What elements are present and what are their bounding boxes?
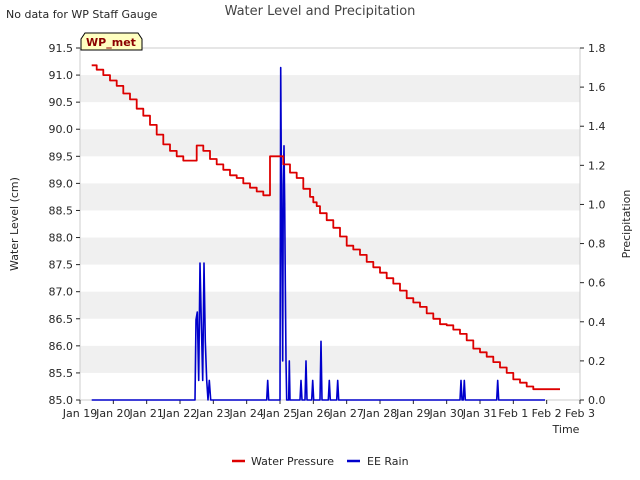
water-line: [91, 64, 560, 391]
left-tick-label: 89.5: [49, 150, 74, 163]
x-tick-label: Jan 20: [95, 407, 130, 420]
left-tick-label: 86.5: [49, 313, 74, 326]
legend-water-label: Water Pressure: [251, 455, 334, 468]
no-data-note: No data for WP Staff Gauge: [6, 8, 158, 21]
station-label-text: WP_met: [86, 36, 136, 49]
x-tick-label: Jan 28: [362, 407, 397, 420]
right-tick-label: 1.4: [588, 120, 606, 133]
grid-band: [80, 237, 580, 265]
left-tick-label: 88.5: [49, 204, 74, 217]
right-tick-label: 1.2: [588, 159, 606, 172]
right-tick-label: 1.6: [588, 81, 606, 94]
left-tick-label: 86.0: [49, 340, 74, 353]
x-tick-label: Feb 2: [532, 407, 562, 420]
right-tick-label: 0.4: [588, 316, 606, 329]
left-tick-label: 88.0: [49, 232, 74, 245]
right-tick-label: 1.8: [588, 42, 606, 55]
grid-band: [80, 345, 580, 373]
right-tick-label: 0.8: [588, 238, 606, 251]
right-tick-label: 0.0: [588, 394, 606, 407]
right-tick-label: 1.0: [588, 198, 606, 211]
x-tick-label: Feb 1: [498, 407, 528, 420]
x-tick-label: Jan 21: [128, 407, 163, 420]
x-tick-label: Jan 23: [195, 407, 230, 420]
x-tick-label: Jan 25: [262, 407, 297, 420]
x-tick-label: Jan 22: [162, 407, 197, 420]
x-tick-label: Jan 19: [62, 407, 97, 420]
left-tick-label: 87.0: [49, 286, 74, 299]
left-tick-label: 85.0: [49, 394, 74, 407]
y-axis-right-label: Precipitation: [620, 190, 633, 259]
right-tick-label: 0.2: [588, 355, 606, 368]
y-axis-left-label: Water Level (cm): [8, 177, 21, 271]
x-axis-label: Time: [552, 423, 580, 436]
left-tick-label: 90.0: [49, 123, 74, 136]
x-tick-label: Jan 31: [462, 407, 497, 420]
x-tick-label: Jan 27: [328, 407, 363, 420]
grid-band: [80, 75, 580, 103]
x-tick-label: Jan 30: [428, 407, 463, 420]
left-tick-label: 91.5: [49, 42, 74, 55]
x-tick-label: Jan 29: [395, 407, 430, 420]
legend: Water Pressure EE Rain: [232, 455, 409, 468]
left-tick-label: 87.5: [49, 259, 74, 272]
grid-band: [80, 183, 580, 211]
station-label: WP_met: [80, 32, 143, 51]
right-axis-ticks: 0.0 0.2 0.4 0.6 0.8 1.0 1.2 1.4 1.6 1.8: [580, 42, 606, 407]
station-label-box: [80, 32, 143, 51]
right-tick-label: 0.6: [588, 277, 606, 290]
x-tick-label: Jan 26: [295, 407, 330, 420]
legend-rain-label: EE Rain: [367, 455, 409, 468]
left-tick-label: 89.0: [49, 177, 74, 190]
grid-band: [80, 291, 580, 319]
chart-title: Water Level and Precipitation: [225, 4, 416, 19]
x-tick-label: Jan 24: [228, 407, 263, 420]
left-tick-label: 85.5: [49, 367, 74, 380]
grid-bands: [80, 75, 580, 373]
rain-series: [91, 66, 545, 401]
left-axis-ticks: 85.0 85.5 86.0 86.5 87.0 87.5 88.0 88.5 89.0 89.5…: [49, 42, 80, 407]
left-tick-label: 90.5: [49, 96, 74, 109]
water-series: [91, 64, 560, 391]
rain-line: [91, 66, 545, 401]
x-tick-label: Feb 3: [565, 407, 595, 420]
grid-band: [80, 129, 580, 157]
left-tick-label: 91.0: [49, 69, 74, 82]
